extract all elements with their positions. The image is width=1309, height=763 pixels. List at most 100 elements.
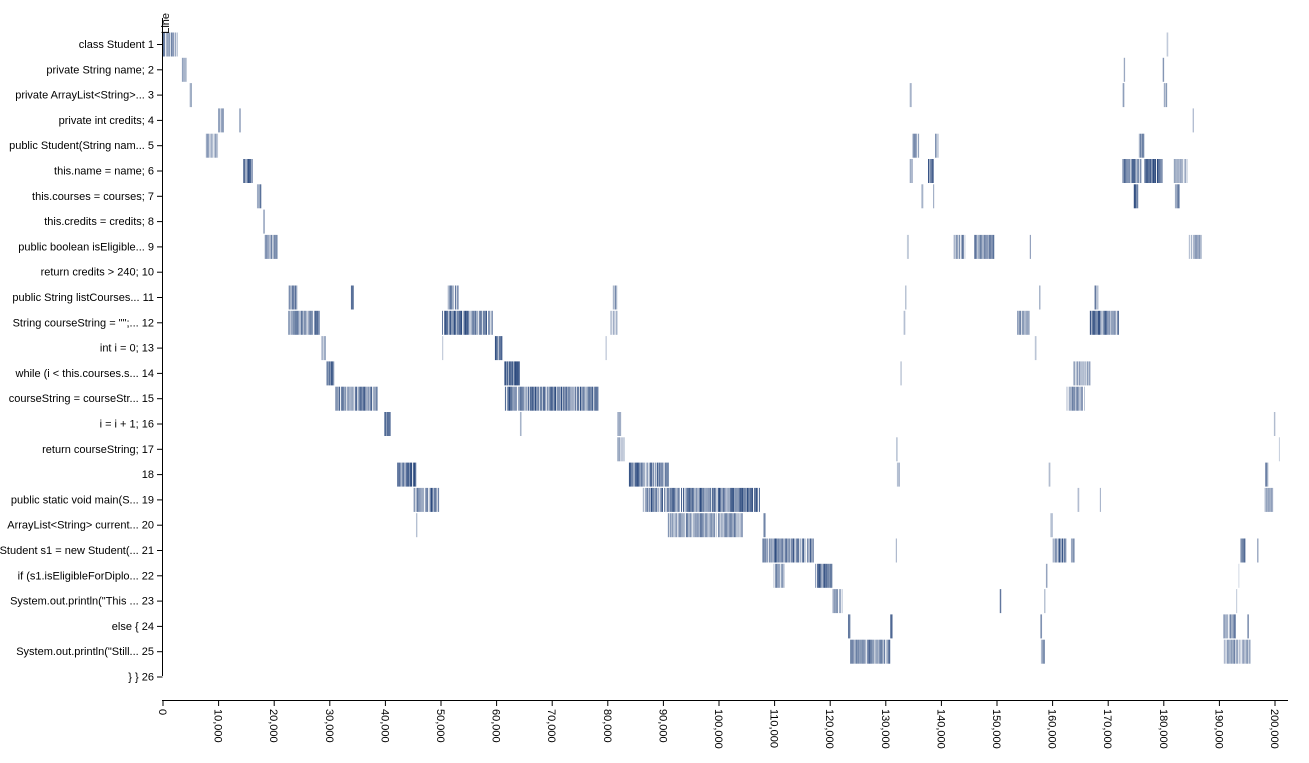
heatmap-cell — [1200, 234, 1202, 259]
heatmap-segment — [1048, 462, 1051, 487]
heatmap-cell — [810, 538, 812, 563]
heatmap-cell — [547, 386, 550, 411]
heatmap-cell — [453, 310, 456, 335]
heatmap-cell — [821, 563, 823, 588]
heatmap-segment — [335, 386, 378, 411]
heatmap-cell — [649, 487, 650, 512]
heatmap-segment — [413, 487, 440, 512]
heatmap-segment — [642, 487, 760, 512]
heatmap-cell — [895, 538, 897, 563]
heatmap-cell — [628, 462, 631, 487]
heatmap-cell — [1133, 159, 1136, 183]
heatmap-cell — [724, 513, 727, 538]
heatmap-cell — [292, 285, 294, 310]
heatmap-cell — [447, 285, 450, 310]
heatmap-cell — [618, 412, 620, 436]
heatmap-cell — [359, 386, 362, 411]
heatmap-cell — [739, 487, 742, 512]
heatmap-cell — [660, 462, 662, 487]
heatmap-cell — [638, 462, 640, 487]
heatmap-cell — [642, 487, 644, 512]
heatmap-cell — [780, 538, 782, 563]
heatmap-cell — [1097, 285, 1099, 310]
heatmap-cell — [631, 462, 633, 487]
heatmap-cell — [571, 386, 574, 411]
heatmap-cell — [770, 538, 772, 563]
heatmap-cell — [671, 513, 674, 538]
heatmap-cell — [698, 513, 700, 538]
heatmap-cell — [1242, 538, 1245, 563]
heatmap-cell — [354, 386, 356, 411]
heatmap-cell — [1271, 487, 1273, 512]
heatmap-cell — [917, 133, 920, 158]
heatmap-cell — [506, 386, 508, 411]
heatmap-cell — [455, 310, 457, 335]
heatmap-cell — [481, 310, 483, 335]
heatmap-cell — [615, 310, 617, 335]
heatmap-cell — [1166, 32, 1168, 57]
heatmap-cell — [308, 310, 311, 335]
heatmap-cell — [494, 336, 497, 361]
heatmap-cell — [375, 386, 378, 411]
heatmap-cell — [1269, 487, 1271, 512]
heatmap-cell — [661, 487, 663, 512]
heatmap-cell — [651, 462, 653, 487]
heatmap-cell — [850, 639, 851, 664]
heatmap-segment — [763, 513, 766, 538]
heatmap-cell — [717, 487, 719, 512]
heatmap-cell — [1179, 159, 1182, 183]
heatmap-cell — [358, 386, 360, 411]
heatmap-segment — [494, 336, 503, 361]
heatmap-cell — [662, 462, 664, 487]
heatmap-cell — [680, 513, 683, 538]
heatmap-cell — [993, 234, 995, 259]
heatmap-cell — [690, 513, 692, 538]
heatmap-cell — [1257, 538, 1258, 563]
heatmap-cell — [582, 386, 585, 411]
heatmap-cell — [524, 386, 527, 411]
heatmap-cell — [316, 310, 319, 335]
heatmap-segment — [1162, 57, 1165, 82]
heatmap-cell — [163, 32, 164, 57]
heatmap-segment — [905, 285, 907, 310]
heatmap-cell — [397, 462, 399, 487]
heatmap-cell — [773, 538, 775, 563]
y-tick-label: } } 26 — [128, 672, 154, 684]
heatmap-cell — [820, 563, 822, 588]
heatmap-cell — [1017, 310, 1019, 335]
heatmap-cell — [768, 538, 771, 563]
heatmap-cell — [1135, 159, 1138, 183]
heatmap-cell — [1236, 639, 1239, 664]
heatmap-cell — [721, 513, 723, 538]
heatmap-cell — [1125, 159, 1128, 183]
heatmap-segment — [1077, 487, 1080, 512]
heatmap-segment — [900, 361, 902, 386]
heatmap-cell — [175, 32, 177, 57]
heatmap-cell — [1118, 310, 1120, 335]
heatmap-cell — [1084, 361, 1087, 386]
heatmap-cell — [526, 386, 527, 411]
heatmap-cell — [189, 83, 192, 108]
heatmap-cell — [1018, 310, 1020, 335]
heatmap-cell — [415, 487, 418, 512]
heatmap-cell — [244, 159, 246, 183]
heatmap-cell — [1194, 234, 1196, 259]
heatmap-segment — [263, 209, 265, 234]
heatmap-cell — [205, 133, 207, 158]
heatmap-cell — [402, 462, 404, 487]
heatmap-cell — [813, 538, 814, 563]
heatmap-cell — [1116, 310, 1118, 335]
heatmap-cell — [802, 538, 805, 563]
heatmap-cell — [1084, 386, 1085, 411]
heatmap-cell — [1239, 639, 1240, 664]
heatmap-cell — [587, 386, 589, 411]
heatmap-cell — [1073, 361, 1074, 386]
heatmap-cell — [337, 386, 339, 411]
heatmap-cell — [664, 462, 667, 487]
heatmap-cell — [635, 462, 637, 487]
heatmap-segment — [762, 538, 814, 563]
heatmap-cell — [642, 462, 644, 487]
y-tick-label: String courseString = "";... 12 — [13, 317, 154, 329]
heatmap-cell — [1094, 285, 1095, 310]
heatmap-cell — [673, 513, 675, 538]
